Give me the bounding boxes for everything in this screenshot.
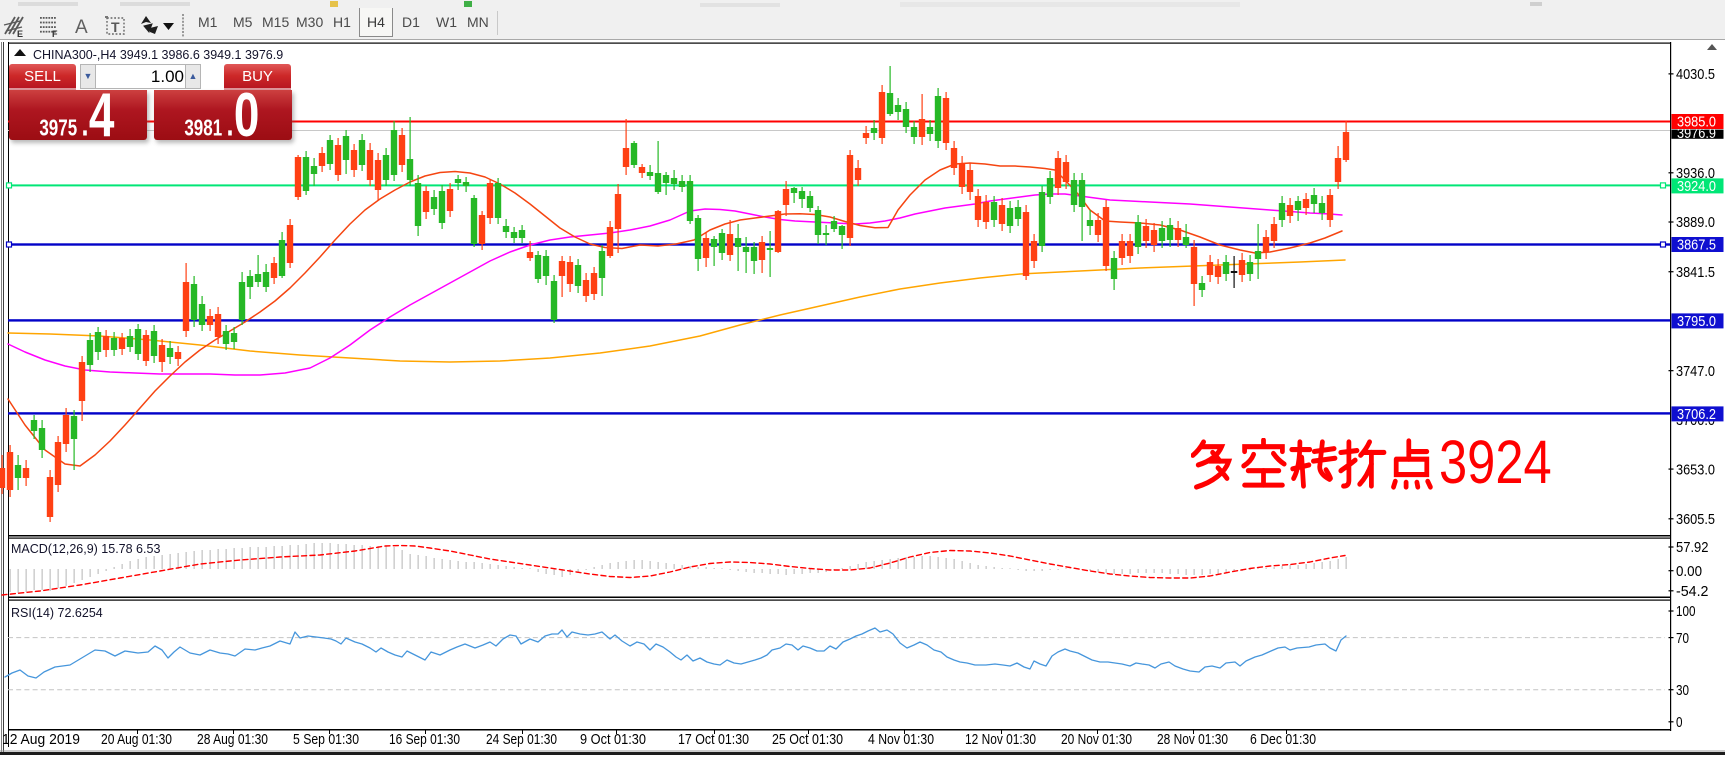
svg-text:3924.0: 3924.0: [1677, 178, 1716, 195]
svg-text:3867.5: 3867.5: [1677, 237, 1716, 254]
svg-text:0.00: 0.00: [1676, 563, 1702, 580]
svg-text:17 Oct 01:30: 17 Oct 01:30: [678, 731, 749, 748]
svg-text:3975: 3975: [39, 116, 77, 140]
svg-text:3795.0: 3795.0: [1677, 313, 1716, 330]
svg-text:MACD(12,26,9) 15.78 6.53: MACD(12,26,9) 15.78 6.53: [11, 542, 160, 556]
svg-text:3985.0: 3985.0: [1677, 114, 1716, 131]
svg-text:4: 4: [89, 90, 115, 140]
svg-text:-54.2: -54.2: [1676, 583, 1709, 600]
svg-text:A: A: [75, 17, 88, 38]
svg-text:.: .: [227, 106, 234, 140]
svg-text:0: 0: [234, 90, 260, 140]
svg-text:100: 100: [1676, 603, 1696, 620]
svg-text:12 Aug 2019: 12 Aug 2019: [2, 731, 80, 748]
svg-text:0: 0: [1676, 714, 1683, 731]
svg-text:F: F: [52, 29, 58, 38]
svg-text:25 Oct 01:30: 25 Oct 01:30: [772, 731, 843, 748]
svg-text:3747.0: 3747.0: [1676, 363, 1715, 380]
svg-text:3841.5: 3841.5: [1676, 264, 1715, 281]
svg-text:3653.0: 3653.0: [1676, 461, 1715, 478]
svg-text:CHINA300-,H4 3949.1 3986.6 39: CHINA300-,H4 3949.1 3986.6 3949.1 3976.9: [33, 48, 283, 62]
svg-text:28 Nov 01:30: 28 Nov 01:30: [1157, 731, 1228, 748]
svg-text:24 Sep 01:30: 24 Sep 01:30: [486, 731, 557, 748]
svg-text:20 Aug 01:30: 20 Aug 01:30: [101, 731, 172, 748]
svg-text:3706.2: 3706.2: [1677, 406, 1716, 423]
svg-text:3936.0: 3936.0: [1676, 165, 1715, 182]
svg-text:16 Sep 01:30: 16 Sep 01:30: [389, 731, 460, 748]
svg-text:12 Nov 01:30: 12 Nov 01:30: [965, 731, 1036, 748]
svg-text:RSI(14) 72.6254: RSI(14) 72.6254: [11, 606, 103, 620]
svg-text:70: 70: [1676, 630, 1689, 647]
svg-text:5 Sep 01:30: 5 Sep 01:30: [293, 731, 359, 748]
svg-text:3981: 3981: [184, 116, 222, 140]
svg-text:20 Nov 01:30: 20 Nov 01:30: [1061, 731, 1132, 748]
svg-text:6 Dec 01:30: 6 Dec 01:30: [1250, 731, 1316, 748]
svg-text:4030.5: 4030.5: [1676, 66, 1715, 83]
svg-text:4 Nov 01:30: 4 Nov 01:30: [868, 731, 934, 748]
svg-text:57.92: 57.92: [1676, 539, 1709, 556]
svg-text:.: .: [82, 106, 89, 140]
svg-text:30: 30: [1676, 682, 1689, 699]
svg-text:E: E: [17, 29, 23, 38]
svg-text:3605.5: 3605.5: [1676, 511, 1715, 528]
svg-text:28 Aug 01:30: 28 Aug 01:30: [197, 731, 268, 748]
svg-text:9 Oct 01:30: 9 Oct 01:30: [580, 731, 646, 748]
svg-text:3976.9: 3976.9: [1677, 125, 1716, 142]
svg-text:T: T: [111, 19, 120, 35]
svg-text:3889.0: 3889.0: [1676, 214, 1715, 231]
